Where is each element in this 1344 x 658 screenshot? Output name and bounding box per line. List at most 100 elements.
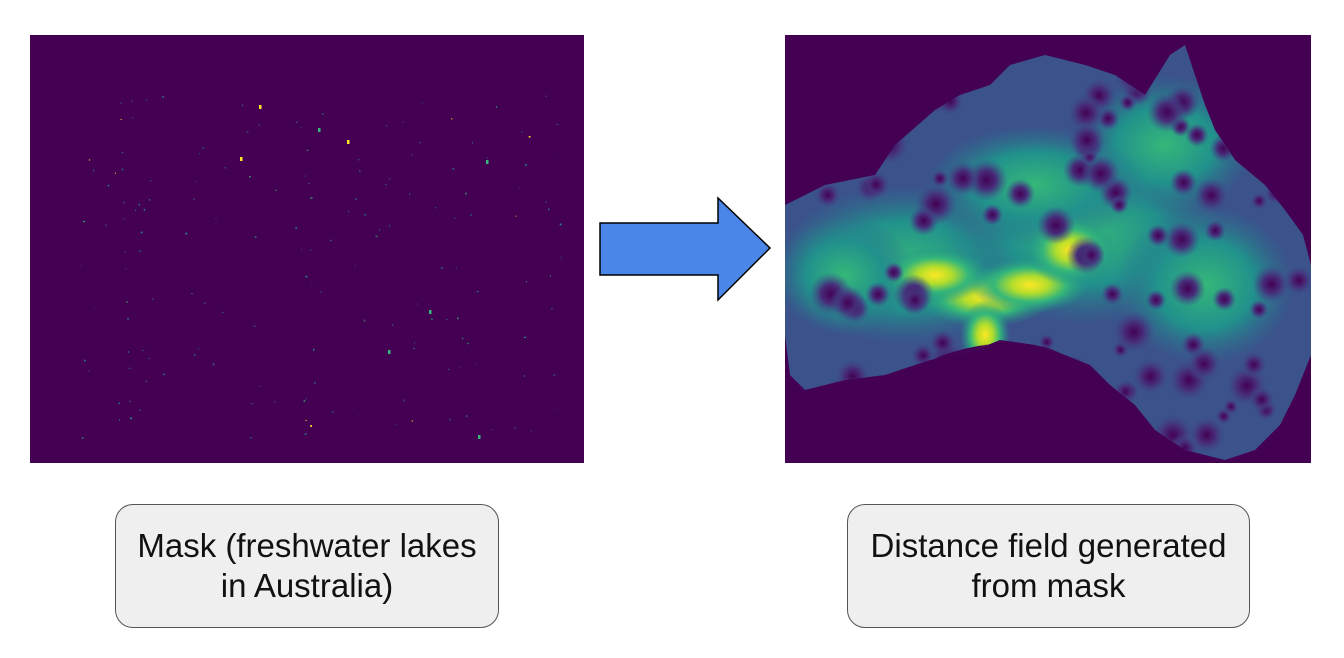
distance-pit: [928, 366, 945, 384]
lake-speck: [491, 428, 494, 431]
distance-pit: [952, 401, 972, 421]
lake-speck: [191, 293, 193, 294]
distance-pit: [986, 426, 1006, 445]
lake-speck: [126, 301, 128, 303]
lake-speck: [130, 417, 133, 420]
distance-pit: [833, 56, 873, 96]
lake-speck: [128, 367, 131, 369]
lake-speck: [472, 142, 473, 144]
distance-pit: [804, 145, 835, 177]
lake-speck: [84, 359, 86, 362]
lake-speck: [357, 159, 360, 161]
lake-speck: [251, 403, 254, 405]
distance-pit: [945, 161, 981, 196]
lake-speck: [105, 224, 107, 227]
lake-speck: [379, 229, 380, 231]
distance-pit: [883, 261, 905, 283]
distance-pit: [1068, 121, 1106, 159]
distance-pit: [874, 397, 896, 420]
lake-speck: [107, 184, 110, 187]
distance-pit: [938, 58, 979, 99]
lake-speck: [454, 217, 456, 219]
distance-pit: [1277, 84, 1302, 109]
lake-speck: [329, 239, 332, 242]
lake-speck: [215, 218, 217, 220]
lake-speck: [305, 275, 308, 278]
lake-speck: [83, 220, 85, 223]
distance-pit: [928, 329, 957, 357]
lake-speck: [519, 187, 520, 189]
ocean-bight: [925, 343, 1085, 460]
lake-speck: [275, 189, 277, 191]
lake-speck: [131, 117, 134, 119]
lake-speck: [545, 95, 547, 97]
lake-speck: [431, 318, 433, 320]
lake-speck: [305, 398, 307, 400]
mask-caption: Mask (freshwater lakes in Australia): [115, 504, 499, 628]
distance-pit: [1209, 134, 1238, 163]
lake-speck: [421, 102, 424, 104]
distance-pit: [1109, 195, 1129, 215]
lake-speck: [467, 342, 469, 345]
distance-pit: [1036, 206, 1076, 245]
lake-speck: [375, 235, 378, 238]
lake-speck: [310, 425, 312, 427]
distance-pit: [868, 123, 911, 166]
lake-speck: [124, 251, 127, 253]
lake-speck: [418, 141, 421, 144]
lake-speck: [553, 374, 556, 376]
lake-speck: [458, 367, 460, 369]
lake-speck: [363, 319, 366, 322]
lake-speck: [514, 426, 516, 429]
distance-pit: [908, 205, 939, 236]
lake-speck: [195, 181, 197, 183]
lake-speck: [548, 208, 550, 211]
distance-pit: [1131, 357, 1170, 396]
lake-speck: [135, 209, 137, 212]
lake-speck: [524, 375, 525, 377]
lake-bright: [388, 350, 391, 354]
distance-pit: [1089, 378, 1112, 401]
lake-speck: [128, 351, 130, 353]
lake-bright: [240, 157, 243, 161]
distance-pit: [1240, 351, 1268, 379]
lake-speck: [309, 249, 312, 251]
lake-speck: [295, 121, 298, 123]
lake-speck: [242, 104, 243, 107]
lake-speck: [249, 176, 251, 178]
arrow-shape: [599, 196, 772, 302]
lake-speck: [295, 227, 297, 229]
distance-pit: [988, 352, 1029, 393]
lake-speck: [212, 363, 215, 366]
lake-speck: [475, 363, 477, 365]
distance-pit: [857, 416, 891, 450]
lake-speck: [435, 207, 436, 209]
lake-speck: [462, 337, 464, 340]
distance-pit: [1101, 282, 1124, 306]
lake-speck: [122, 168, 124, 171]
distance-pit: [1212, 287, 1237, 312]
lake-speck: [451, 118, 453, 120]
lake-speck: [545, 201, 548, 203]
distance-pit: [932, 422, 966, 457]
lake-speck: [550, 275, 551, 277]
distance-pit: [1055, 361, 1097, 403]
lake-speck: [306, 149, 309, 151]
lake-speck: [118, 402, 121, 404]
mask-caption-text: Mask (freshwater lakes in Australia): [137, 527, 477, 604]
distance-ridge-hot: [960, 300, 1010, 370]
lake-speck: [411, 154, 413, 156]
lake-speck: [194, 354, 196, 356]
lake-speck: [465, 415, 468, 418]
lake-speck: [560, 256, 562, 259]
lake-speck: [202, 147, 204, 149]
lake-speck: [93, 169, 95, 172]
lake-speck: [163, 373, 165, 376]
distance-pit: [1222, 398, 1240, 415]
lake-speck: [300, 248, 303, 250]
lake-bright: [429, 310, 432, 314]
distance-pit: [1249, 299, 1269, 320]
lake-speck: [305, 419, 307, 421]
lake-speck: [125, 268, 127, 270]
lake-speck: [414, 342, 415, 344]
